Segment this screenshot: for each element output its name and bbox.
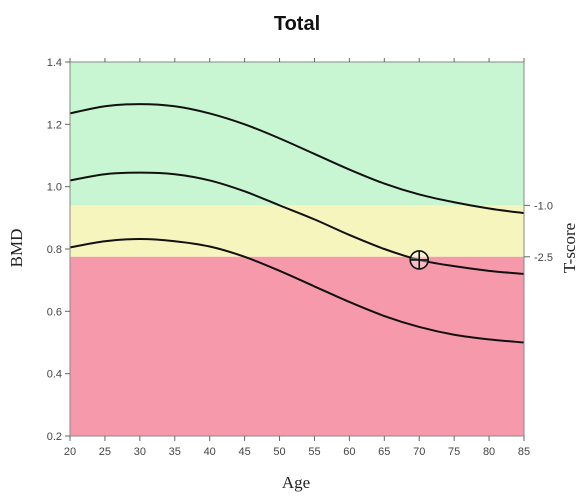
y-tick-label: 0.8 (47, 244, 62, 256)
reference-curve-1 (69, 171, 525, 275)
zone-band-2 (70, 256, 524, 436)
x-tick-label: 75 (448, 446, 460, 458)
x-tick-label: 25 (99, 446, 111, 458)
y-tick-label: 0.4 (47, 369, 62, 381)
x-tick-label: 65 (378, 446, 390, 458)
x-tick-label: 40 (204, 446, 216, 458)
y-tick-label: 1.4 (47, 57, 62, 69)
x-tick-label: 85 (518, 446, 530, 458)
y-tick-label: 0.2 (47, 431, 62, 443)
reference-curves (69, 103, 525, 344)
t-score-label: -1.0 (534, 200, 553, 212)
reference-curve-2 (69, 238, 525, 344)
x-tick-label: 60 (343, 446, 355, 458)
x-tick-label: 20 (64, 446, 76, 458)
t-score-axis-label: T-score (560, 223, 579, 273)
x-tick-label: 70 (413, 446, 425, 458)
x-tick-label: 80 (483, 446, 495, 458)
axes: 0.2 0.4 0.6 0.8 1.0 1.2 1.4 20 25 30 35 40 45 50 55 60 6… (47, 57, 553, 458)
zone-band-1 (70, 205, 524, 257)
chart-title: Total (274, 13, 320, 35)
x-tick-label: 55 (308, 446, 320, 458)
zone-bands (70, 62, 524, 436)
x-axis-label: Age (282, 473, 310, 492)
x-tick-label: 30 (134, 446, 146, 458)
x-tick-label: 50 (273, 446, 285, 458)
y-tick-label: 0.6 (47, 306, 62, 318)
x-tick-label: 45 (238, 446, 250, 458)
t-score-label: -2.5 (534, 252, 553, 264)
y-tick-label: 1.0 (47, 182, 62, 194)
x-tick-label: 35 (169, 446, 181, 458)
reference-curve-0 (69, 103, 525, 215)
patient-marker (409, 250, 430, 270)
y-tick-label: 1.2 (47, 119, 62, 131)
y-axis-label: BMD (7, 229, 26, 268)
zone-band-0 (70, 62, 524, 206)
